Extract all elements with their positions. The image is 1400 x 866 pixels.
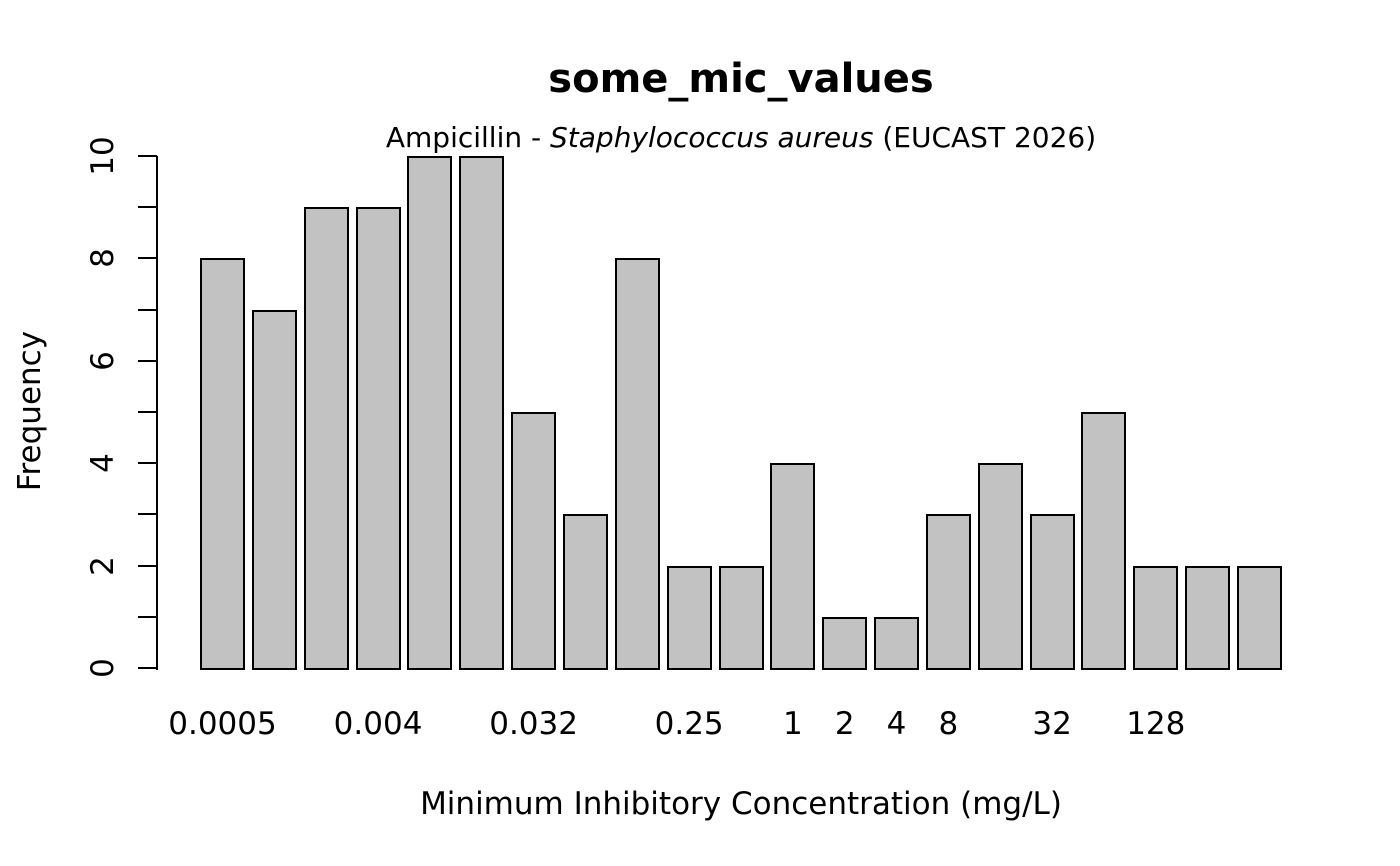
y-tick-mark xyxy=(138,615,157,618)
y-tick-mark xyxy=(138,257,157,260)
y-tick-mark xyxy=(138,206,157,209)
plot-area xyxy=(157,156,1327,670)
y-tick-label: 10 xyxy=(85,136,121,176)
histogram-bar xyxy=(1237,565,1282,670)
histogram-bar xyxy=(355,207,401,670)
y-tick-mark xyxy=(138,513,157,516)
y-tick-label: 2 xyxy=(85,555,121,576)
histogram-bar xyxy=(822,616,868,670)
histogram-bar xyxy=(303,207,349,670)
x-tick-label: 0.0005 xyxy=(168,706,277,742)
y-axis-title: Frequency xyxy=(12,330,48,492)
x-tick-label: 0.032 xyxy=(489,706,578,742)
x-tick-label: 2 xyxy=(834,706,855,742)
subtitle-antibiotic: Ampicillin - xyxy=(385,121,551,154)
histogram-bar xyxy=(666,565,712,670)
x-tick-label: 8 xyxy=(938,706,959,742)
histogram-bar xyxy=(874,616,920,670)
histogram-bar xyxy=(614,258,660,670)
y-tick-mark xyxy=(138,308,157,311)
y-tick-mark xyxy=(138,564,157,567)
histogram-bar xyxy=(718,565,764,670)
x-tick-label: 0.004 xyxy=(333,706,423,742)
chart-subtitle: Ampicillin - Staphylococcus aureus (EUCA… xyxy=(157,121,1325,154)
histogram-bar xyxy=(1133,565,1179,670)
y-axis-line xyxy=(156,156,158,670)
y-tick-mark xyxy=(138,359,157,362)
y-tick-label: 6 xyxy=(85,350,121,371)
x-tick-label: 128 xyxy=(1126,706,1186,742)
histogram-bar xyxy=(562,514,608,670)
y-tick-mark xyxy=(138,667,157,669)
subtitle-guideline: (EUCAST 2026) xyxy=(873,121,1097,154)
histogram-bar xyxy=(1081,412,1127,670)
histogram-bar xyxy=(925,514,971,670)
subtitle-species: Staphylococcus aureus xyxy=(550,121,874,154)
histogram-bar xyxy=(200,258,245,670)
y-tick-mark xyxy=(138,411,157,413)
histogram-bar xyxy=(459,156,505,670)
histogram-bar xyxy=(770,463,816,670)
x-tick-label: 0.25 xyxy=(654,706,724,742)
histogram-bar xyxy=(251,309,297,670)
y-tick-label: 8 xyxy=(85,248,121,269)
histogram-bar xyxy=(511,412,557,670)
x-tick-label: 4 xyxy=(886,706,907,742)
histogram-bar xyxy=(407,156,453,670)
x-tick-label: 1 xyxy=(782,706,803,742)
x-axis-title: Minimum Inhibitory Concentration (mg/L) xyxy=(420,786,1062,822)
histogram-bar xyxy=(1029,514,1075,670)
y-tick-label: 4 xyxy=(85,453,121,474)
x-tick-label: 32 xyxy=(1032,706,1072,742)
chart-title: some_mic_values xyxy=(548,56,934,102)
histogram-bar xyxy=(1185,565,1231,670)
histogram-bar xyxy=(977,463,1023,670)
y-tick-mark xyxy=(138,462,157,465)
y-tick-label: 0 xyxy=(85,658,121,678)
y-tick-mark xyxy=(138,155,157,157)
